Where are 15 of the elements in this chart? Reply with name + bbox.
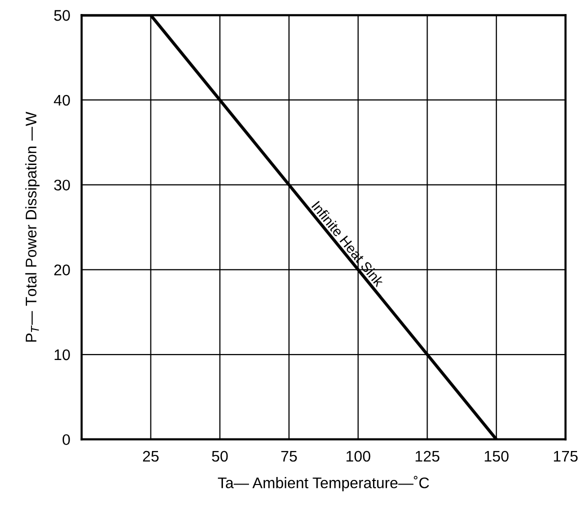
y-tick-label: 20 [54,264,70,276]
y-tick-label: 10 [54,349,70,360]
x-tick-label: 75 [281,451,297,462]
x-tick-label: 175 [554,451,578,462]
x-tick-label: 150 [484,450,509,462]
x-tick-label: 125 [416,450,440,462]
y-tick-label: 0 [62,434,70,446]
x-tick-label: 25 [143,450,159,462]
y-tick-label: 30 [54,180,70,191]
y-tick-label: 40 [54,94,70,106]
y-axis-title: P$_{T}$— Total Power Dissipation —W [25,112,40,342]
x-axis-title: Ta— Ambient Temperature—˚C [218,476,429,492]
x-tick-label: 50 [212,450,228,462]
y-tick-label: 50 [54,10,70,21]
x-tick-label: 100 [346,450,370,462]
